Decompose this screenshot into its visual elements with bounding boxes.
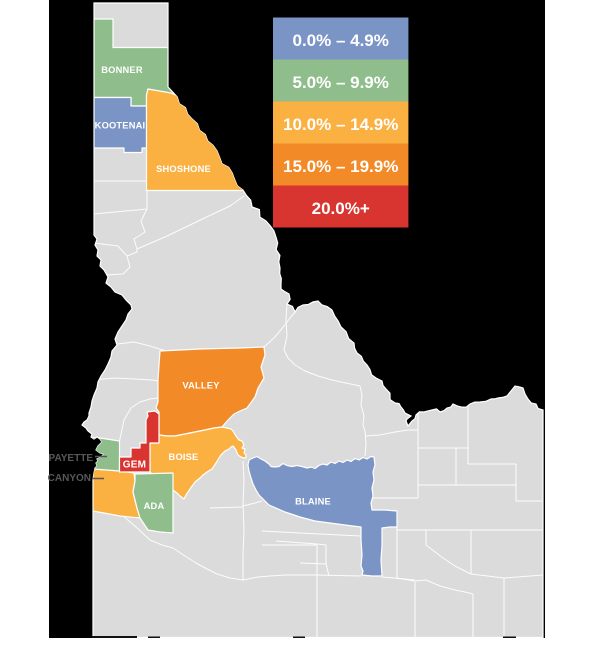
svg-text:0.0% – 4.9%: 0.0% – 4.9% bbox=[292, 31, 388, 50]
svg-text:20.0%+: 20.0%+ bbox=[312, 199, 370, 218]
svg-text:PAYETTE: PAYETTE bbox=[49, 453, 94, 464]
svg-text:10.0% – 14.9%: 10.0% – 14.9% bbox=[283, 115, 398, 134]
svg-text:SHOSHONE: SHOSHONE bbox=[156, 164, 211, 174]
svg-text:CANYON: CANYON bbox=[48, 473, 91, 484]
svg-text:15.0% – 19.9%: 15.0% – 19.9% bbox=[283, 157, 398, 176]
svg-text:KOOTENAI: KOOTENAI bbox=[95, 121, 146, 131]
svg-text:BLAINE: BLAINE bbox=[295, 497, 331, 507]
svg-text:ADA: ADA bbox=[144, 501, 165, 511]
svg-text:GEM: GEM bbox=[123, 460, 146, 471]
svg-text:BONNER: BONNER bbox=[101, 65, 143, 75]
svg-text:VALLEY: VALLEY bbox=[182, 381, 220, 391]
svg-text:5.0% – 9.9%: 5.0% – 9.9% bbox=[292, 73, 388, 92]
svg-text:BOISE: BOISE bbox=[169, 452, 199, 462]
